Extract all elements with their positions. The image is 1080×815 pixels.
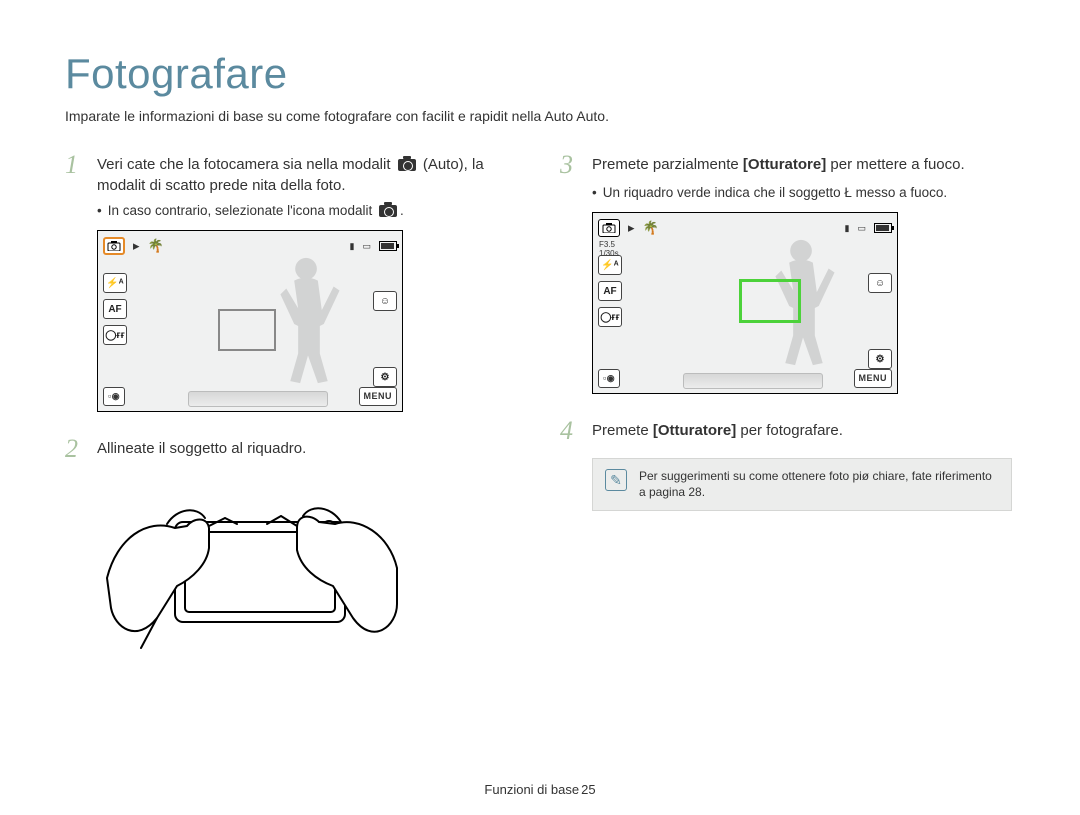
af-icon: AF [598,281,622,301]
af-icon: AF [103,299,127,319]
card-icon: ▮ [845,223,850,234]
size-icon: ▭ [362,241,371,252]
step-3-text-b: per mettere a fuoco. [826,156,964,173]
step-3-bold: [Otturatore] [743,156,826,173]
step-1-bullet: In caso contrario, selezionate l'icona m… [97,202,520,220]
tip-box: ✎ Per suggerimenti su come ottenere foto… [592,458,1012,511]
af-frame-gray [218,309,276,351]
menu-label: MENU [359,387,398,406]
step-4: 4 Premete [Otturatore] per fotografare. [560,418,1015,444]
timer-off-icon: ◯ғғ [103,325,127,345]
af-frame-green [739,279,801,323]
face-icon: ☺ [868,273,892,293]
step-number: 3 [560,152,582,178]
step-3-bullet-text: Un riquadro verde indica che il soggetto… [603,184,947,202]
mode-auto-icon [103,237,125,255]
step-2-text: Allineate il soggetto al riquadro. [97,436,520,462]
display-icon: ▫◉ [598,369,620,388]
content-columns: 1 Veri cate che la fotocamera sia nella … [65,152,1015,673]
battery-icon [874,223,892,233]
footer-page-number: 25 [581,782,595,797]
step-4-bold: [Otturatore] [653,422,736,439]
step-4-text-b: per fotografare. [736,422,843,439]
mode-auto-icon [598,219,620,237]
lcd-screenshot-2: ▸ 🌴 ▮ ▭ F3.5 1/30s ⚡ᴬ AF ◯ғғ [592,212,1015,394]
tip-text: Per suggerimenti su come ottenere foto p… [639,469,999,500]
battery-icon [379,241,397,251]
settings-icon: ⚙ [868,349,892,369]
step-1-text: Veri cate che la fotocamera sia nella mo… [97,152,520,196]
note-icon: ✎ [605,469,627,491]
lcd-screenshot-1: ▸ 🌴 ▮ ▭ ⚡ᴬ AF ◯ғғ ☺ ⚙ [97,230,520,412]
step-3-text-a: Premete parzialmente [592,156,743,173]
camera-mode-icon [398,159,416,171]
scene-icon: 🌴 [643,220,659,236]
page-title: Fotografare [65,50,1015,98]
page-footer: Funzioni di base25 [0,782,1080,797]
step-3-bullet: Un riquadro verde indica che il soggetto… [592,184,1015,202]
right-column: 3 Premete parzialmente [Otturatore] per … [560,152,1015,673]
step-4-text: Premete [Otturatore] per fotografare. [592,418,1015,444]
menu-label: MENU [854,369,893,388]
child-silhouette [268,253,348,391]
left-column: 1 Veri cate che la fotocamera sia nella … [65,152,520,673]
step-1-text-a: Veri cate che la fotocamera sia nella mo… [97,156,395,173]
camera-mode-icon [379,205,397,217]
footer-section: Funzioni di base [484,782,579,797]
step-3-text: Premete parzialmente [Otturatore] per me… [592,152,1015,178]
step-4-text-a: Premete [592,422,653,439]
display-icon: ▫◉ [103,387,125,406]
settings-icon: ⚙ [373,367,397,387]
page-intro: Imparate le informazioni di base su come… [65,108,1015,124]
step-1: 1 Veri cate che la fotocamera sia nella … [65,152,520,196]
step-number: 4 [560,418,582,444]
step-number: 1 [65,152,87,196]
flash-auto-icon: ⚡ᴬ [598,255,622,275]
flash-auto-icon: ⚡ᴬ [103,273,127,293]
step-2: 2 Allineate il soggetto al riquadro. [65,436,520,462]
face-icon: ☺ [373,291,397,311]
card-icon: ▮ [350,241,355,252]
step-1-bullet-text: In caso contrario, selezionate l'icona m… [108,203,376,218]
playback-icon: ▸ [133,238,140,254]
playback-icon: ▸ [628,220,635,236]
step-number: 2 [65,436,87,462]
hands-holding-camera [97,468,520,673]
size-icon: ▭ [857,223,866,234]
step-3: 3 Premete parzialmente [Otturatore] per … [560,152,1015,178]
scene-icon: 🌴 [148,238,164,254]
timer-off-icon: ◯ғғ [598,307,622,327]
